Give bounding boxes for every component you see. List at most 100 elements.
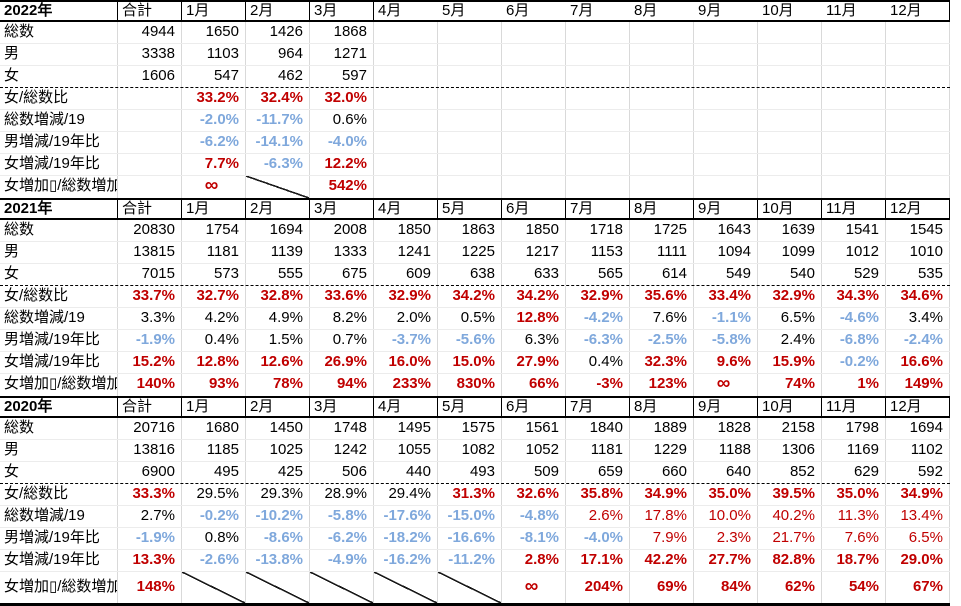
data-cell[interactable]: 1271 — [310, 44, 374, 65]
data-cell[interactable]: -14.1% — [246, 132, 310, 153]
column-header[interactable]: 1月 — [182, 398, 246, 416]
data-cell[interactable]: 1% — [822, 374, 886, 396]
data-cell[interactable]: 3.3% — [118, 308, 182, 329]
column-header[interactable]: 8月 — [634, 2, 658, 19]
column-header[interactable]: 9月 — [694, 200, 758, 218]
column-header[interactable]: 12月 — [886, 2, 950, 20]
data-cell[interactable] — [822, 176, 886, 198]
row-label[interactable]: 女増減/19年比 — [0, 154, 118, 175]
data-cell[interactable]: 1181 — [182, 242, 246, 263]
data-cell[interactable] — [886, 132, 950, 153]
data-cell[interactable]: 1185 — [182, 440, 246, 461]
data-cell[interactable]: 13815 — [118, 242, 182, 263]
data-cell[interactable] — [438, 132, 502, 153]
data-cell[interactable] — [694, 88, 758, 109]
data-cell[interactable] — [118, 132, 182, 153]
data-cell[interactable] — [374, 88, 438, 109]
data-cell[interactable]: ∞ — [502, 572, 566, 603]
data-cell[interactable]: 1868 — [310, 22, 374, 43]
column-header[interactable]: 4月 — [374, 200, 438, 218]
data-cell[interactable]: 830% — [438, 374, 502, 396]
data-cell[interactable]: 1094 — [694, 242, 758, 263]
row-label[interactable]: 女増加▯/総数増加▯ — [0, 176, 118, 198]
column-header[interactable]: 12月 — [886, 200, 950, 218]
data-cell[interactable]: 2008 — [310, 220, 374, 241]
data-cell[interactable]: 32.8% — [246, 286, 310, 307]
data-cell[interactable]: 15.9% — [758, 352, 822, 373]
data-cell[interactable]: 1055 — [374, 440, 438, 461]
data-cell[interactable]: 7.7% — [182, 154, 246, 175]
data-cell[interactable]: 32.6% — [502, 484, 566, 505]
data-cell[interactable]: 0.8% — [182, 528, 246, 549]
data-cell[interactable]: 1798 — [822, 418, 886, 439]
diagonal-slash-cell[interactable] — [374, 572, 438, 603]
column-header[interactable]: 8月 — [630, 398, 694, 416]
data-cell[interactable] — [502, 66, 566, 87]
data-cell[interactable] — [886, 154, 950, 175]
data-cell[interactable]: 493 — [438, 462, 502, 483]
column-header[interactable]: 合計 — [118, 200, 182, 218]
column-header[interactable]: 7月 — [566, 398, 630, 416]
data-cell[interactable]: 8.2% — [310, 308, 374, 329]
data-cell[interactable]: 535 — [886, 264, 950, 285]
data-cell[interactable] — [886, 22, 950, 43]
column-header[interactable]: 4月 — [374, 398, 438, 416]
data-cell[interactable]: 32.4% — [246, 88, 310, 109]
data-cell[interactable]: 13816 — [118, 440, 182, 461]
data-cell[interactable]: 78% — [246, 374, 310, 396]
column-header[interactable]: 5月 — [438, 398, 502, 416]
data-cell[interactable]: 33.3% — [118, 484, 182, 505]
data-cell[interactable]: 609 — [374, 264, 438, 285]
data-cell[interactable]: 1242 — [310, 440, 374, 461]
data-cell[interactable]: 16.6% — [886, 352, 950, 373]
data-cell[interactable]: -4.2% — [566, 308, 630, 329]
data-cell[interactable] — [118, 110, 182, 131]
data-cell[interactable]: 10.0% — [694, 506, 758, 527]
data-cell[interactable]: -8.6% — [246, 528, 310, 549]
data-cell[interactable]: 13.4% — [886, 506, 950, 527]
data-cell[interactable]: 0.4% — [182, 330, 246, 351]
data-cell[interactable] — [886, 66, 950, 87]
data-cell[interactable] — [758, 110, 822, 131]
data-cell[interactable]: 0.6% — [310, 110, 374, 131]
data-cell[interactable]: 1694 — [886, 418, 950, 439]
data-cell[interactable]: -10.2% — [246, 506, 310, 527]
data-cell[interactable] — [694, 44, 758, 65]
row-label[interactable]: 女増加▯/総数増加▯ — [0, 572, 118, 603]
data-cell[interactable]: 1153 — [566, 242, 630, 263]
data-cell[interactable] — [438, 22, 502, 43]
column-header[interactable]: 1月 — [182, 200, 246, 218]
data-cell[interactable] — [630, 154, 694, 175]
data-cell[interactable]: -15.0% — [438, 506, 502, 527]
data-cell[interactable]: 16.0% — [374, 352, 438, 373]
data-cell[interactable]: -3.7% — [374, 330, 438, 351]
column-header[interactable]: 11月 — [822, 398, 886, 416]
data-cell[interactable] — [822, 22, 886, 43]
diagonal-slash-cell[interactable] — [246, 572, 310, 603]
data-cell[interactable] — [694, 22, 758, 43]
column-header[interactable]: 7月 — [570, 2, 594, 19]
data-cell[interactable] — [630, 176, 694, 198]
data-cell[interactable]: 660 — [630, 462, 694, 483]
row-label[interactable]: 女増減/19年比 — [0, 550, 118, 571]
data-cell[interactable]: 7.9% — [630, 528, 694, 549]
data-cell[interactable]: 1.5% — [246, 330, 310, 351]
data-cell[interactable]: 659 — [566, 462, 630, 483]
data-cell[interactable]: 7.6% — [822, 528, 886, 549]
data-cell[interactable]: 1225 — [438, 242, 502, 263]
data-cell[interactable]: 0.4% — [566, 352, 630, 373]
data-cell[interactable]: 1099 — [758, 242, 822, 263]
data-cell[interactable] — [374, 154, 438, 175]
data-cell[interactable] — [374, 110, 438, 131]
data-cell[interactable] — [374, 132, 438, 153]
data-cell[interactable] — [758, 22, 822, 43]
row-label[interactable]: 総数 — [0, 418, 118, 439]
column-header[interactable]: 5月 — [438, 200, 502, 218]
data-cell[interactable]: 33.2% — [182, 88, 246, 109]
column-header[interactable]: 1月 — [182, 2, 246, 20]
data-cell[interactable] — [118, 176, 182, 198]
column-header[interactable]: 10月 — [758, 200, 822, 218]
column-header[interactable]: 11月 — [826, 2, 857, 19]
data-cell[interactable]: 1139 — [246, 242, 310, 263]
year-label[interactable]: 2021年 — [0, 200, 118, 218]
